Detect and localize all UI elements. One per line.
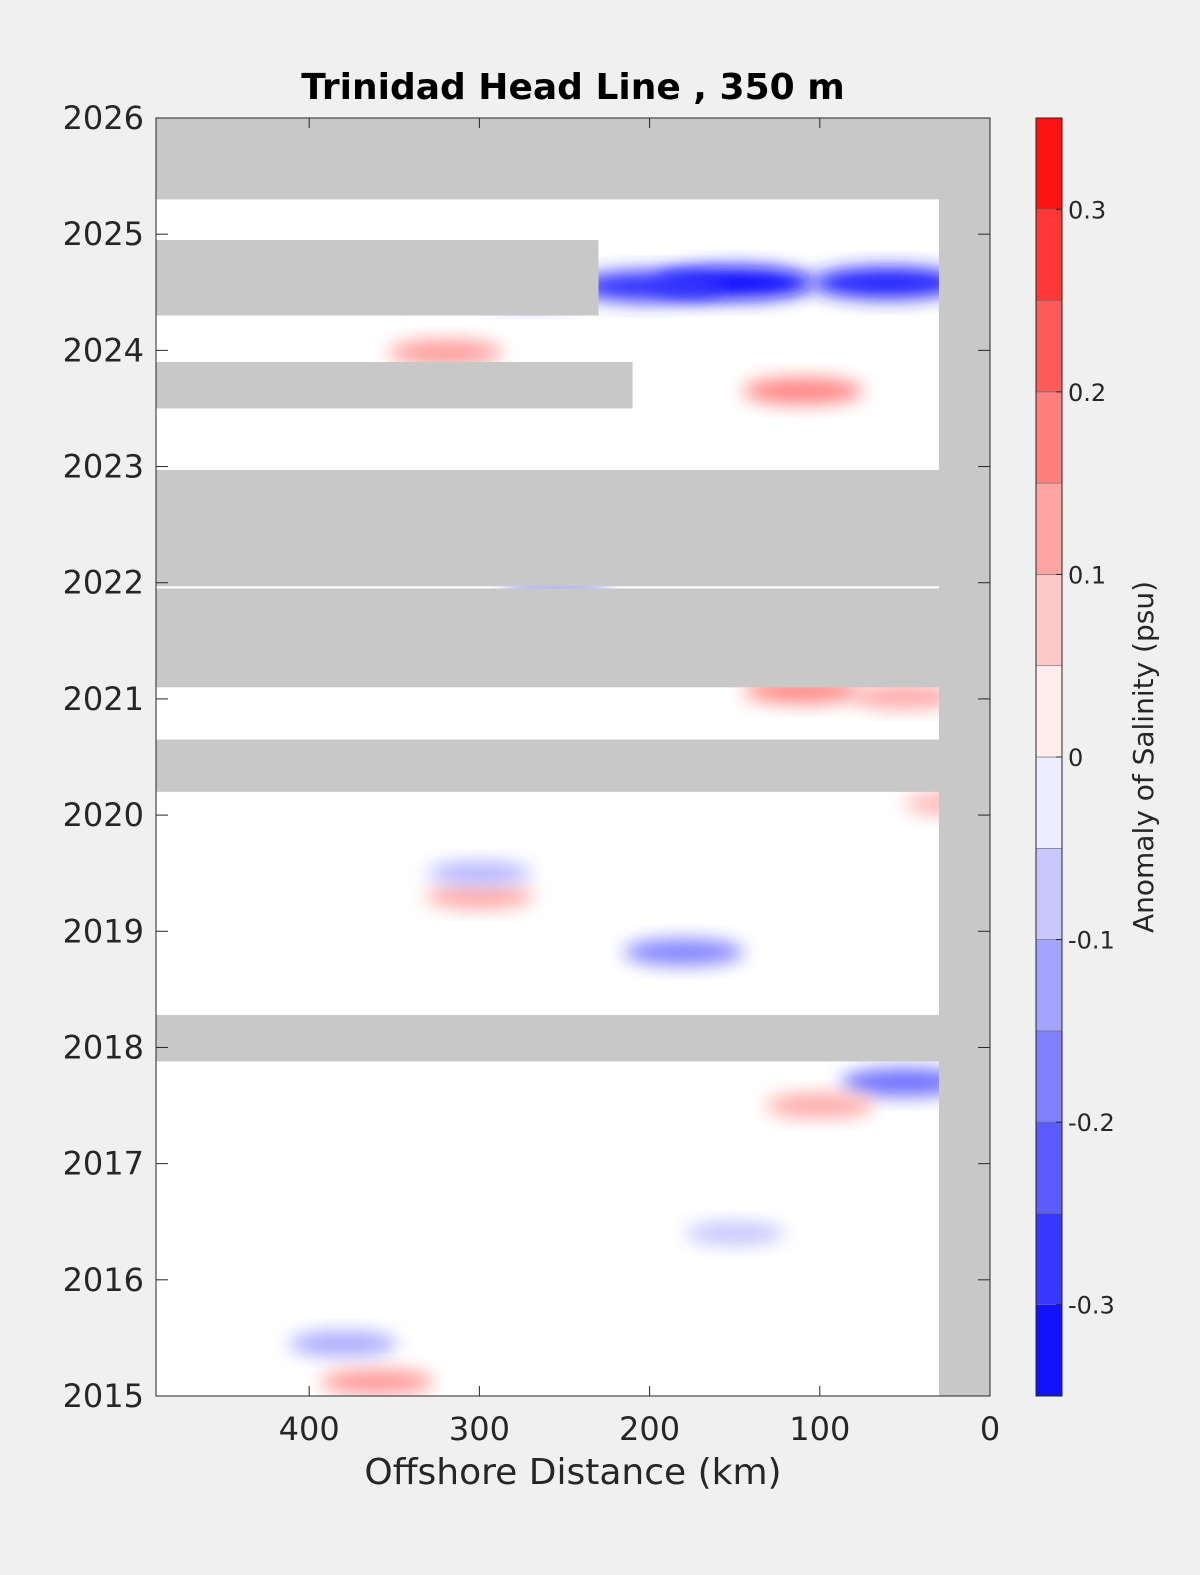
- no-data-mask: [156, 118, 990, 1396]
- anomaly-feature: [742, 377, 864, 405]
- colorbar-tick-label: -0.3: [1068, 1292, 1115, 1320]
- colorbar-level: [1035, 391, 1063, 484]
- no-data-region: [156, 239, 599, 316]
- colorbar-level: [1035, 482, 1063, 575]
- no-data-region: [156, 470, 990, 587]
- plot-frame: [155, 117, 991, 1397]
- anomaly-feature: [840, 1068, 969, 1097]
- y-tick-label: 2022: [63, 564, 144, 602]
- anomaly-feature: [288, 1331, 398, 1357]
- y-tick-label: 2026: [63, 99, 144, 137]
- colorbar-level: [1035, 665, 1063, 758]
- colorbar-level: [1035, 1030, 1063, 1123]
- y-tick-label: 2018: [63, 1028, 144, 1066]
- colorbar-tick-label: -0.1: [1068, 927, 1115, 955]
- y-tick-label: 2015: [63, 1377, 144, 1415]
- anomaly-feature: [388, 339, 503, 366]
- no-data-region: [156, 588, 990, 688]
- colorbar-level: [1035, 117, 1063, 210]
- y-tick-label: 2019: [63, 912, 144, 950]
- anomaly-feature: [424, 884, 534, 909]
- colorbar-level: [1035, 939, 1063, 1032]
- no-data-region: [156, 361, 633, 409]
- anomaly-feature: [575, 270, 724, 303]
- anomaly-feature: [850, 684, 960, 709]
- colorbar-level: [1035, 300, 1063, 393]
- x-tick-label: 0: [980, 1410, 1000, 1448]
- x-tick-label: 200: [619, 1410, 680, 1448]
- anomaly-feature: [811, 266, 964, 299]
- no-data-region: [156, 1014, 990, 1062]
- axis-ticks: 400 300 200 100 0 2015 2016 2017 2018 2019 2020 202…: [63, 99, 1001, 1448]
- y-tick-label: 2025: [63, 215, 144, 253]
- y-tick-label: 2024: [63, 331, 144, 369]
- colorbar-level: [1035, 208, 1063, 301]
- y-tick-label: 2016: [63, 1261, 144, 1299]
- x-axis-title: Offshore Distance (km): [364, 1452, 781, 1493]
- colorbar-tick-label: 0.2: [1068, 379, 1106, 407]
- colorbar-level: [1035, 1213, 1063, 1306]
- colorbar-tick-label: 0.3: [1068, 196, 1106, 224]
- anomaly-feature: [320, 1369, 435, 1395]
- colorbar-level: [1035, 847, 1063, 940]
- chart-title: Trinidad Head Line , 350 m: [301, 67, 844, 108]
- y-tick-label: 2021: [63, 680, 144, 718]
- colorbar-level: [1035, 1304, 1063, 1397]
- y-tick-label: 2023: [63, 448, 144, 486]
- x-tick-label: 400: [279, 1410, 340, 1448]
- anomaly-feature: [427, 861, 532, 886]
- colorbar-level: [1035, 574, 1063, 667]
- y-tick-label: 2017: [63, 1145, 144, 1183]
- colorbar-title: Anomaly of Salinity (psu): [1127, 581, 1160, 933]
- colorbar-tick-label: 0.1: [1068, 561, 1106, 589]
- anomaly-feature: [765, 1093, 875, 1118]
- colorbar-level: [1035, 1121, 1063, 1214]
- y-tick-label: 2020: [63, 796, 144, 834]
- no-data-region: [156, 118, 990, 200]
- anomaly-feature: [623, 938, 745, 966]
- colorbar-tick-label: -0.2: [1068, 1109, 1115, 1137]
- anomaly-feature: [685, 1221, 785, 1245]
- colorbar-level: [1035, 756, 1063, 849]
- colorbar-tick-label: 0: [1068, 744, 1083, 772]
- x-tick-label: 100: [789, 1410, 850, 1448]
- x-tick-label: 300: [449, 1410, 510, 1448]
- colorbar: 0.3 0.2 0.1 0 -0.1 -0.2 -0.3: [1035, 117, 1115, 1397]
- no-data-nearshore: [938, 118, 990, 1396]
- no-data-region: [156, 739, 990, 792]
